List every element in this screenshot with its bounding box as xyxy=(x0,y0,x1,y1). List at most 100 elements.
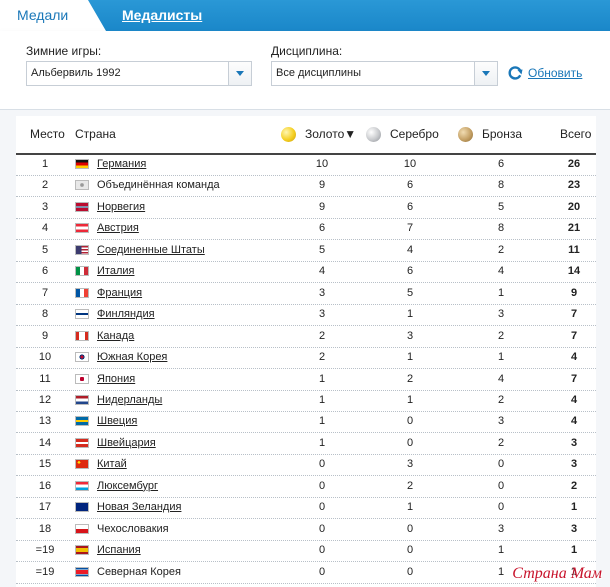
silver-count: 6 xyxy=(406,179,414,192)
watermark: Страна Мам xyxy=(512,565,602,582)
country-name[interactable]: Италия xyxy=(97,265,135,278)
place-cell: 13 xyxy=(38,415,52,428)
header-gold[interactable]: Золото▼ xyxy=(281,127,357,143)
country-name[interactable]: Люксембург xyxy=(97,479,159,492)
country-name[interactable]: Япония xyxy=(97,372,136,385)
total-count: 9 xyxy=(570,286,578,299)
filter-panel: Зимние игры: Альбервиль 1992 Дисциплина:… xyxy=(0,31,610,110)
bronze-count: 6 xyxy=(497,158,505,170)
table-row: =19 Испания 0 0 1 1 xyxy=(16,540,596,563)
flag-icon xyxy=(75,287,89,298)
silver-count: 6 xyxy=(406,200,414,213)
total-count: 2 xyxy=(570,479,578,492)
refresh-label: Обновить xyxy=(528,66,583,80)
country-name[interactable]: Австрия xyxy=(97,222,139,235)
bronze-medal-icon xyxy=(458,127,473,143)
total-count: 1 xyxy=(570,565,578,578)
total-count: 21 xyxy=(567,222,581,235)
discipline-label: Дисциплина: xyxy=(271,44,343,58)
silver-count: 0 xyxy=(406,544,414,557)
silver-count: 2 xyxy=(406,372,414,385)
country-name[interactable]: Нидерланды xyxy=(97,393,163,406)
total-count: 4 xyxy=(570,415,578,428)
place-cell: 10 xyxy=(38,351,52,364)
silver-count: 10 xyxy=(403,158,417,170)
tab-medals[interactable]: Медали xyxy=(0,0,106,31)
header-country[interactable]: Страна xyxy=(75,127,116,141)
gold-count: 9 xyxy=(318,179,326,192)
total-count: 7 xyxy=(570,308,578,321)
header-bronze-label: Бронза xyxy=(482,127,523,141)
silver-count: 1 xyxy=(406,351,414,364)
header-place[interactable]: Место xyxy=(30,127,65,141)
discipline-select[interactable]: Все дисциплины xyxy=(271,61,498,86)
bronze-count: 1 xyxy=(497,286,505,299)
gold-count: 3 xyxy=(318,308,326,321)
flag-icon xyxy=(75,266,89,277)
medal-table: Место Страна Золото▼ Серебро Бронза Всег… xyxy=(16,116,596,587)
discipline-select-value: Все дисциплины xyxy=(276,67,362,79)
country-name[interactable]: Франция xyxy=(97,286,143,299)
country-name[interactable]: Южная Корея xyxy=(97,351,168,364)
silver-count: 0 xyxy=(406,415,414,428)
place-cell: 12 xyxy=(38,393,52,406)
place-cell: 5 xyxy=(41,243,49,256)
bronze-count: 2 xyxy=(497,329,505,342)
games-select[interactable]: Альбервиль 1992 xyxy=(26,61,252,86)
flag-icon xyxy=(75,180,89,191)
gold-count: 0 xyxy=(318,479,326,492)
bronze-count: 3 xyxy=(497,522,505,535)
bronze-count: 8 xyxy=(497,179,505,192)
place-cell: =19 xyxy=(35,544,55,557)
header-silver[interactable]: Серебро xyxy=(366,127,439,143)
header-gold-label: Золото▼ xyxy=(305,127,357,141)
flag-icon xyxy=(75,502,89,513)
country-name[interactable]: Соединенные Штаты xyxy=(97,243,205,256)
place-cell: 11 xyxy=(39,372,51,385)
country-name[interactable]: Германия xyxy=(97,158,147,170)
gold-count: 10 xyxy=(315,158,329,170)
place-cell: 8 xyxy=(41,308,49,321)
flag-icon xyxy=(75,523,89,534)
gold-count: 1 xyxy=(318,436,326,449)
header-silver-label: Серебро xyxy=(390,127,439,141)
bronze-count: 8 xyxy=(497,222,505,235)
country-name[interactable]: Китай xyxy=(97,458,127,471)
bronze-count: 3 xyxy=(497,308,505,321)
table-row: 9 Канада 2 3 2 7 xyxy=(16,326,596,348)
bronze-count: 4 xyxy=(497,265,505,278)
tab-bar: Медали Медалисты xyxy=(0,0,610,31)
header-total[interactable]: Всего xyxy=(560,127,592,141)
tab-medalists[interactable]: Медалисты xyxy=(122,7,203,23)
country-name: Северная Корея xyxy=(97,565,181,578)
bronze-count: 1 xyxy=(497,351,505,364)
country-name[interactable]: Швейцария xyxy=(97,436,156,449)
silver-count: 3 xyxy=(406,329,414,342)
bronze-count: 2 xyxy=(497,393,505,406)
gold-count: 3 xyxy=(318,286,326,299)
bronze-count: 2 xyxy=(497,243,505,256)
country-name[interactable]: Финляндия xyxy=(97,308,155,321)
place-cell: =19 xyxy=(35,565,55,578)
flag-icon xyxy=(75,459,89,470)
gold-count: 1 xyxy=(318,393,326,406)
header-bronze[interactable]: Бронза xyxy=(458,127,523,143)
silver-count: 7 xyxy=(406,222,414,235)
country-name[interactable]: Канада xyxy=(97,329,135,342)
country-name[interactable]: Испания xyxy=(97,544,141,557)
discipline-dropdown-button[interactable] xyxy=(474,62,497,85)
flag-icon xyxy=(75,545,89,556)
table-row: 6 Италия 4 6 4 14 xyxy=(16,261,596,284)
country-name[interactable]: Новая Зеландия xyxy=(97,501,182,514)
table-row: 5 Соединенные Штаты 5 4 2 11 xyxy=(16,240,596,262)
country-name[interactable]: Норвегия xyxy=(97,200,146,213)
silver-count: 3 xyxy=(406,458,414,471)
games-dropdown-button[interactable] xyxy=(228,62,251,85)
country-name[interactable]: Швеция xyxy=(97,415,138,428)
table-row: 7 Франция 3 5 1 9 xyxy=(16,283,596,305)
gold-count: 0 xyxy=(318,501,326,514)
total-count: 4 xyxy=(570,351,578,364)
place-cell: 14 xyxy=(38,436,52,449)
bronze-count: 1 xyxy=(497,544,505,557)
bronze-count: 0 xyxy=(497,501,505,514)
